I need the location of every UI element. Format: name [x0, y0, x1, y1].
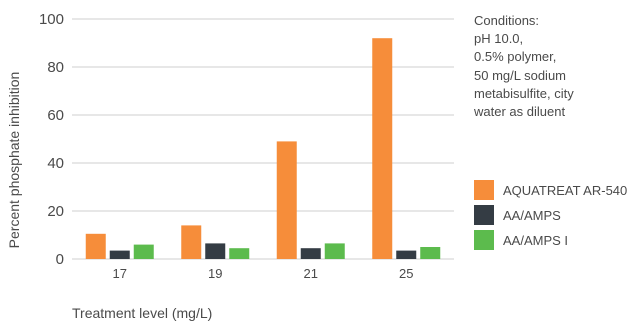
x-tick-label: 21	[304, 266, 318, 281]
bar-1-17	[85, 233, 106, 259]
gridlines	[72, 18, 454, 260]
legend-item: AQUATREAT AR-540	[474, 180, 627, 200]
bar-chart: 0 20 40 60 80 100 17 19 21 25 Percent phosphate …	[6, 11, 454, 281]
conditions-line: metabisulfite, city	[474, 85, 574, 101]
bar-1-19	[181, 225, 202, 259]
bar-2-25	[396, 250, 417, 259]
bar-3-21	[324, 243, 345, 259]
bar-3-17	[133, 244, 154, 259]
legend-label: AA/AMPS	[503, 207, 561, 223]
bars	[85, 38, 441, 260]
legend-swatch	[474, 230, 494, 250]
y-axis-ticks: 0 20 40 60 80 100	[39, 11, 64, 268]
conditions-line: water as diluent	[474, 104, 566, 120]
bar-2-19	[205, 243, 226, 259]
y-axis-label: Percent phosphate inhibition	[6, 72, 22, 249]
y-tick-label: 60	[47, 107, 64, 124]
bar-1-21	[276, 141, 297, 259]
bar-2-17	[109, 250, 130, 259]
conditions-line: pH 10.0,	[474, 31, 524, 47]
y-tick-label: 40	[47, 155, 64, 172]
legend-label: AQUATREAT AR-540	[503, 182, 628, 198]
x-tick-label: 17	[113, 266, 127, 281]
bar-3-19	[229, 248, 250, 259]
y-tick-label: 100	[39, 11, 64, 28]
bar-1-25	[372, 38, 393, 260]
y-tick-label: 20	[47, 203, 64, 220]
conditions-annotation: Conditions: pH 10.0, 0.5% polymer, 50 mg/L …	[474, 12, 629, 121]
y-tick-label: 80	[47, 59, 64, 76]
x-axis-ticks: 17 19 21 25	[113, 266, 414, 281]
legend-swatch	[474, 205, 494, 225]
legend-label: AA/AMPS I	[503, 232, 569, 248]
legend: AQUATREAT AR-540 AA/AMPS AA/AMPS I	[474, 180, 627, 255]
conditions-line: Conditions:	[474, 13, 540, 28]
conditions-line: 50 mg/L sodium	[474, 67, 567, 83]
legend-swatch	[474, 180, 494, 200]
y-tick-label: 0	[56, 251, 64, 268]
x-tick-label: 25	[399, 266, 413, 281]
bar-2-21	[300, 248, 321, 259]
x-tick-label: 19	[208, 266, 222, 281]
x-axis-label: Treatment level (mg/L)	[72, 305, 213, 321]
legend-item: AA/AMPS	[474, 205, 627, 225]
legend-item: AA/AMPS I	[474, 230, 627, 250]
conditions-line: 0.5% polymer,	[474, 49, 557, 65]
bar-3-25	[420, 247, 441, 259]
